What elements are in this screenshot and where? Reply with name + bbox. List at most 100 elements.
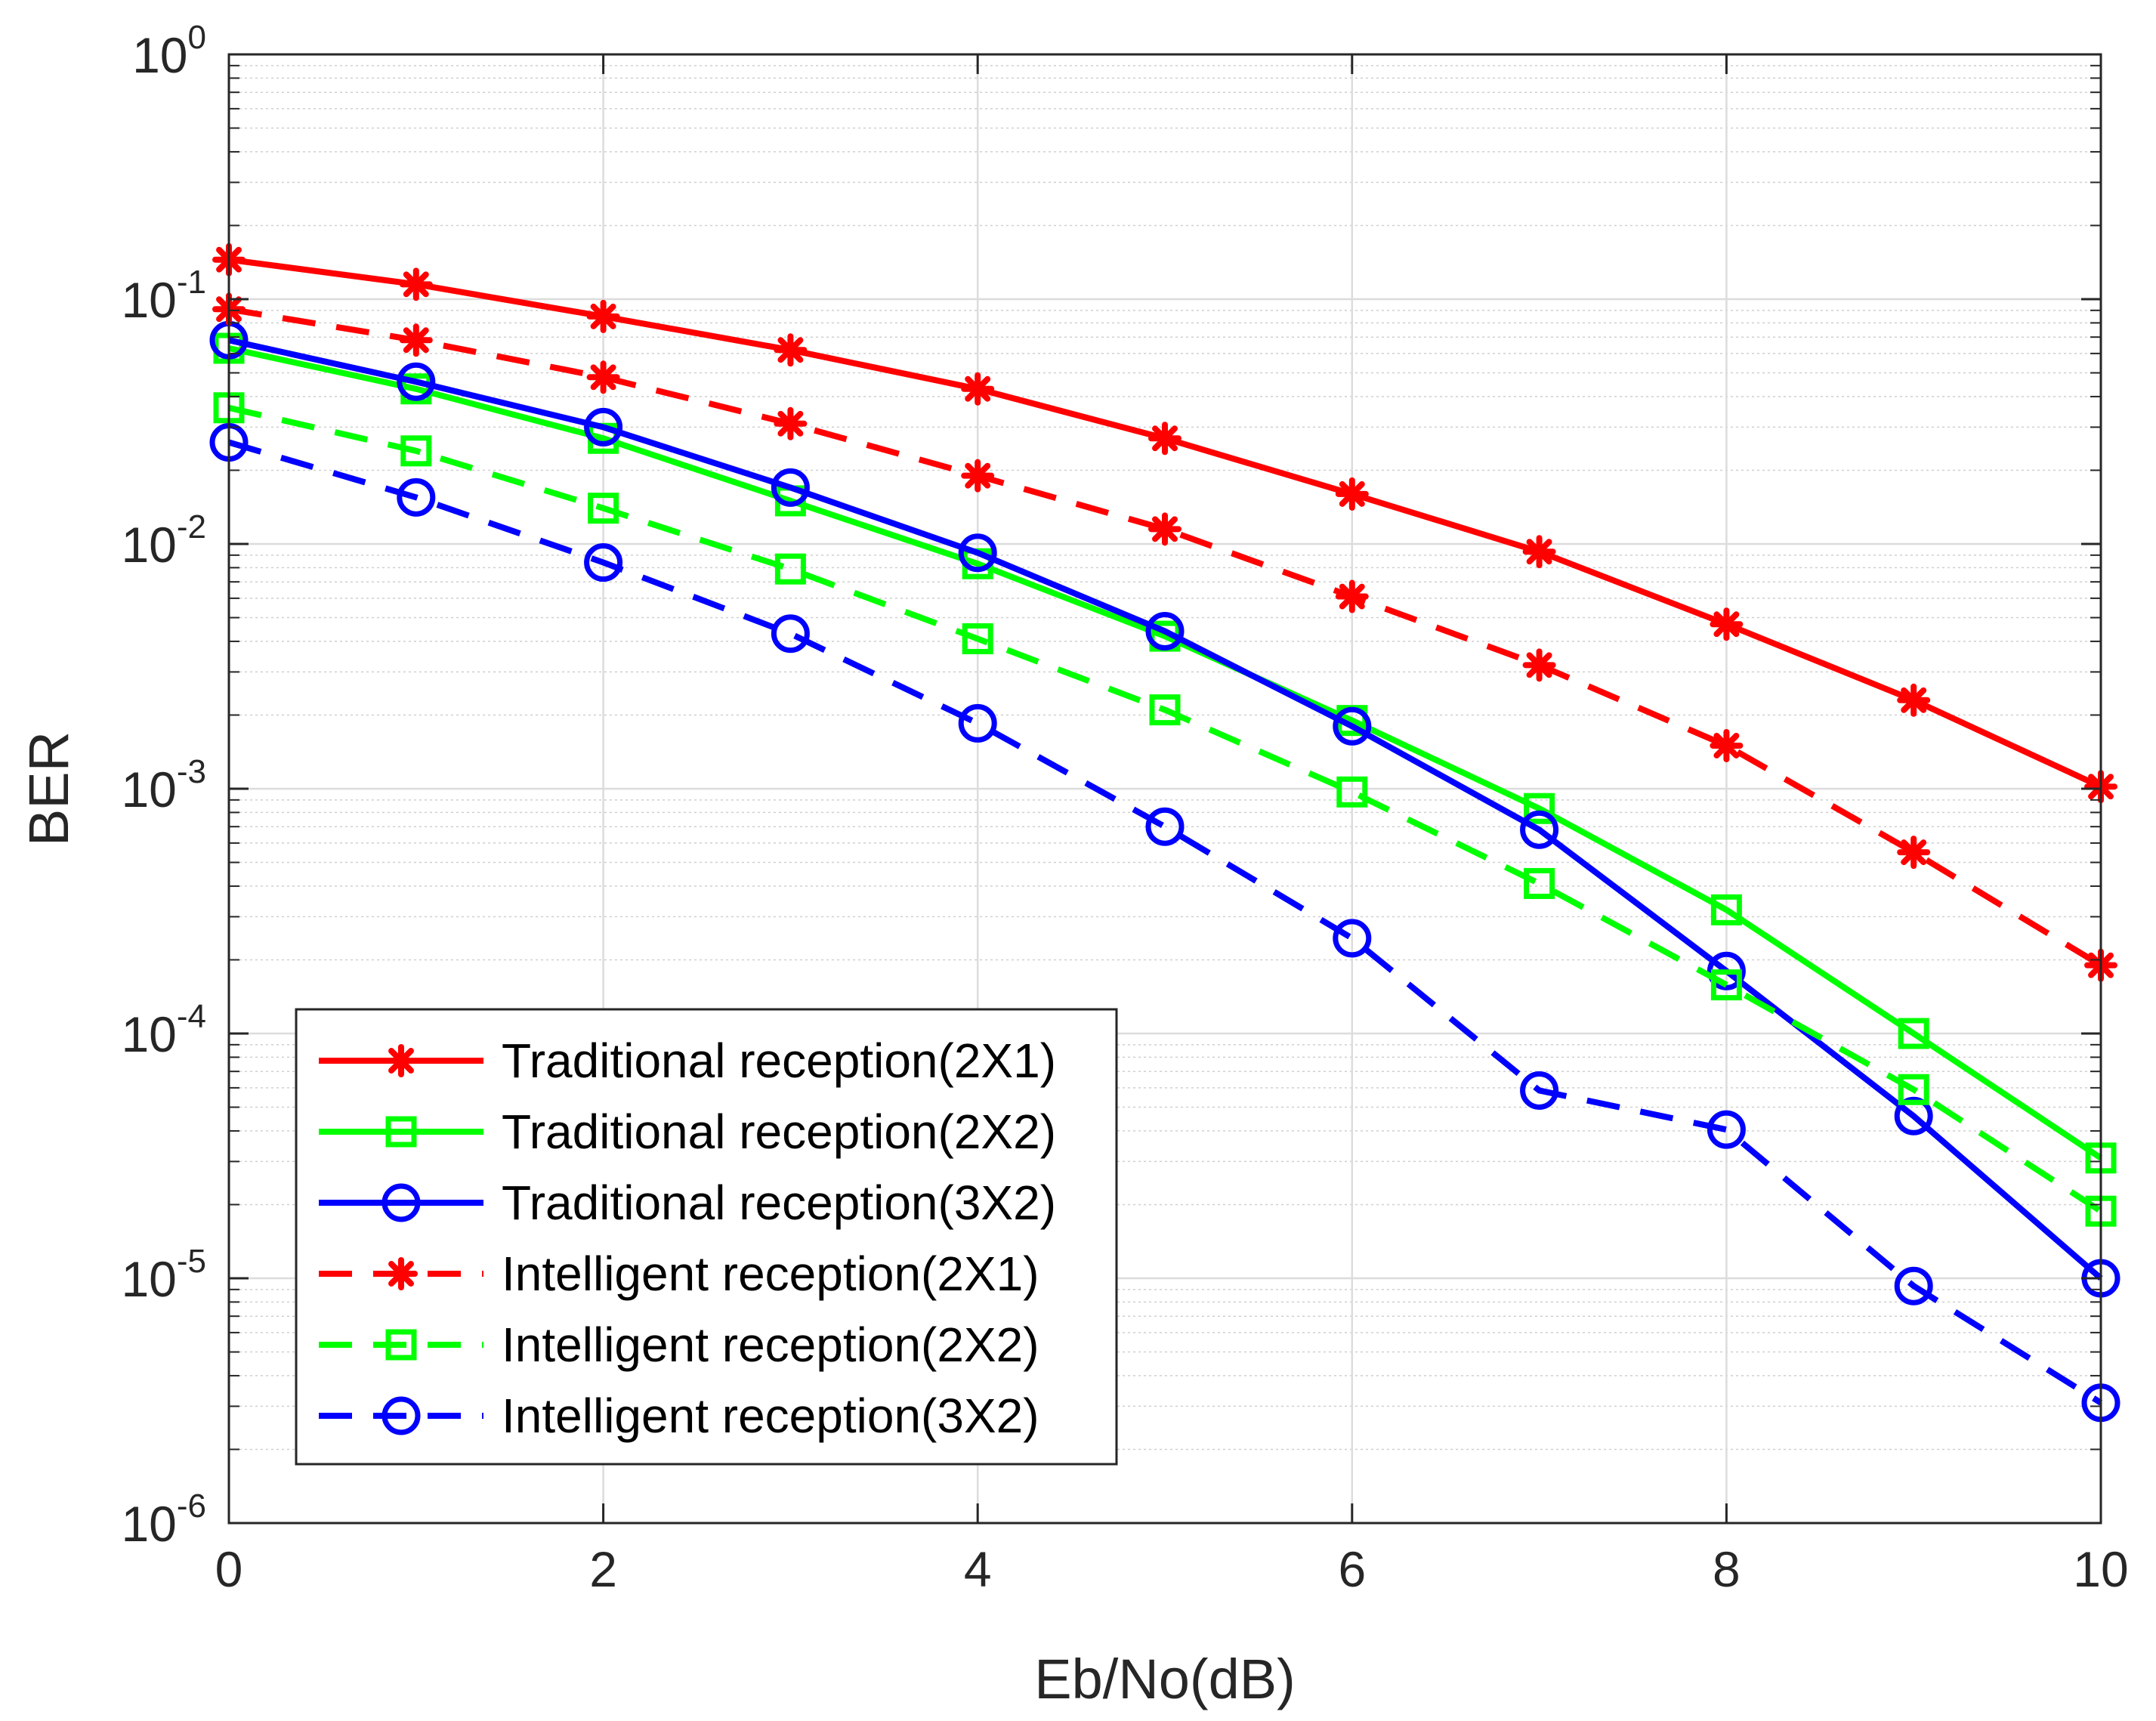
asterisk-stroke	[590, 303, 616, 329]
y-tick-exponent: -4	[177, 998, 206, 1035]
data-point-marker	[1710, 728, 1744, 762]
data-point-marker	[958, 533, 997, 573]
y-tick-exponent: -6	[177, 1488, 206, 1525]
data-point-marker	[1335, 579, 1369, 613]
data-point-marker	[1333, 919, 1372, 958]
data-point-marker	[1149, 694, 1181, 726]
data-point-marker	[584, 543, 623, 582]
asterisk-stroke	[388, 1261, 414, 1287]
legend-marker	[385, 1044, 418, 1077]
data-point-marker	[1335, 477, 1369, 511]
y-tick-exponent: -2	[177, 508, 206, 545]
data-point-marker	[1145, 807, 1185, 846]
y-tick-base: 10	[121, 272, 176, 328]
data-point-marker	[1898, 1018, 1929, 1049]
asterisk-stroke	[777, 410, 804, 437]
x-tick-labels: 0 2 4 6 8 10	[215, 1541, 2129, 1597]
data-point-marker	[586, 360, 620, 394]
legend-marker	[385, 1116, 417, 1148]
legend-item: Traditional reception(2X1)	[319, 1034, 1056, 1088]
y-tick-base: 10	[121, 517, 176, 573]
asterisk-stroke	[1901, 687, 1927, 713]
data-point-marker	[1336, 776, 1368, 808]
asterisk-stroke	[1152, 425, 1178, 452]
legend-label: Traditional reception(2X2)	[502, 1105, 1056, 1159]
asterisk-stroke	[965, 375, 991, 402]
y-tick-base: 10	[132, 27, 187, 83]
y-tick-label: 10-1	[121, 264, 206, 328]
data-point-marker	[1707, 951, 1746, 990]
y-tick-exponent: 0	[188, 19, 206, 56]
legend-label: Traditional reception(3X2)	[502, 1176, 1056, 1230]
series-5	[213, 392, 2117, 1227]
data-point-marker	[399, 323, 433, 357]
y-tick-label: 10-2	[121, 508, 206, 573]
data-point-marker	[1897, 836, 1931, 870]
y-tick-exponent: -3	[177, 753, 206, 790]
y-axis-title: BER	[17, 731, 80, 846]
ticks-layer	[227, 53, 2102, 1525]
x-tick-label: 0	[215, 1541, 243, 1597]
x-axis-title: Eb/No(dB)	[1034, 1648, 1295, 1710]
legend-label: Intelligent reception(3X2)	[502, 1389, 1039, 1443]
series-1	[212, 243, 2117, 804]
data-point-marker	[1520, 810, 1559, 849]
legend-marker	[381, 1396, 421, 1435]
data-point-marker	[400, 435, 432, 467]
legend-label: Traditional reception(2X1)	[502, 1034, 1056, 1088]
asterisk-stroke	[965, 462, 991, 489]
legend-box	[295, 1008, 1118, 1466]
asterisk-stroke	[388, 1048, 414, 1074]
asterisk-stroke	[1713, 611, 1740, 638]
legend-item: Traditional reception(2X2)	[319, 1105, 1056, 1159]
data-point-marker	[1710, 607, 1744, 641]
data-point-marker	[961, 459, 995, 493]
data-point-marker	[584, 407, 623, 446]
asterisk-stroke	[403, 271, 429, 298]
series-4	[212, 292, 2117, 982]
data-point-marker	[1897, 683, 1931, 717]
y-tick-label: 10-4	[121, 998, 206, 1062]
asterisk-stroke	[777, 337, 804, 363]
series-line	[227, 439, 2103, 1406]
x-tick-label: 2	[589, 1541, 617, 1597]
series-line	[228, 345, 2103, 1161]
series-line	[228, 404, 2103, 1214]
x-tick-label: 6	[1338, 1541, 1366, 1597]
data-point-marker	[1894, 1096, 1933, 1135]
legend-item: Intelligent reception(3X2)	[319, 1389, 1039, 1443]
asterisk-stroke	[1339, 480, 1365, 507]
legend-item: Traditional reception(3X2)	[319, 1176, 1056, 1230]
data-point-marker	[399, 267, 433, 301]
data-point-marker	[1524, 793, 1555, 824]
data-point-marker	[588, 493, 619, 524]
y-tick-label: 10-6	[121, 1488, 206, 1552]
y-tick-base: 10	[121, 1251, 176, 1307]
data-point-marker	[1520, 1071, 1559, 1110]
data-point-marker	[774, 553, 806, 585]
data-point-marker	[1894, 1266, 1933, 1305]
x-tick-label: 10	[2073, 1541, 2128, 1597]
asterisk-stroke	[590, 364, 616, 391]
y-tick-exponent: -1	[177, 264, 206, 301]
data-point-marker	[397, 477, 436, 517]
data-point-marker	[962, 623, 993, 654]
y-tick-label: 10-5	[121, 1243, 206, 1307]
asterisk-stroke	[403, 327, 429, 354]
data-point-marker	[771, 614, 810, 653]
data-point-marker	[586, 299, 620, 333]
y-tick-base: 10	[121, 762, 176, 817]
data-point-marker	[774, 333, 808, 367]
data-point-marker	[1710, 894, 1742, 925]
y-tick-label: 100	[132, 19, 206, 83]
y-tick-label: 10-3	[121, 753, 206, 817]
legend-label: Intelligent reception(2X2)	[502, 1318, 1039, 1372]
data-point-marker	[774, 406, 808, 440]
asterisk-stroke	[1901, 839, 1927, 866]
series-line	[228, 306, 2103, 969]
asterisk-stroke	[1713, 732, 1740, 759]
legend-item: Intelligent reception(2X2)	[319, 1318, 1039, 1372]
legend-label: Intelligent reception(2X1)	[502, 1247, 1039, 1301]
data-point-marker	[1148, 512, 1181, 546]
